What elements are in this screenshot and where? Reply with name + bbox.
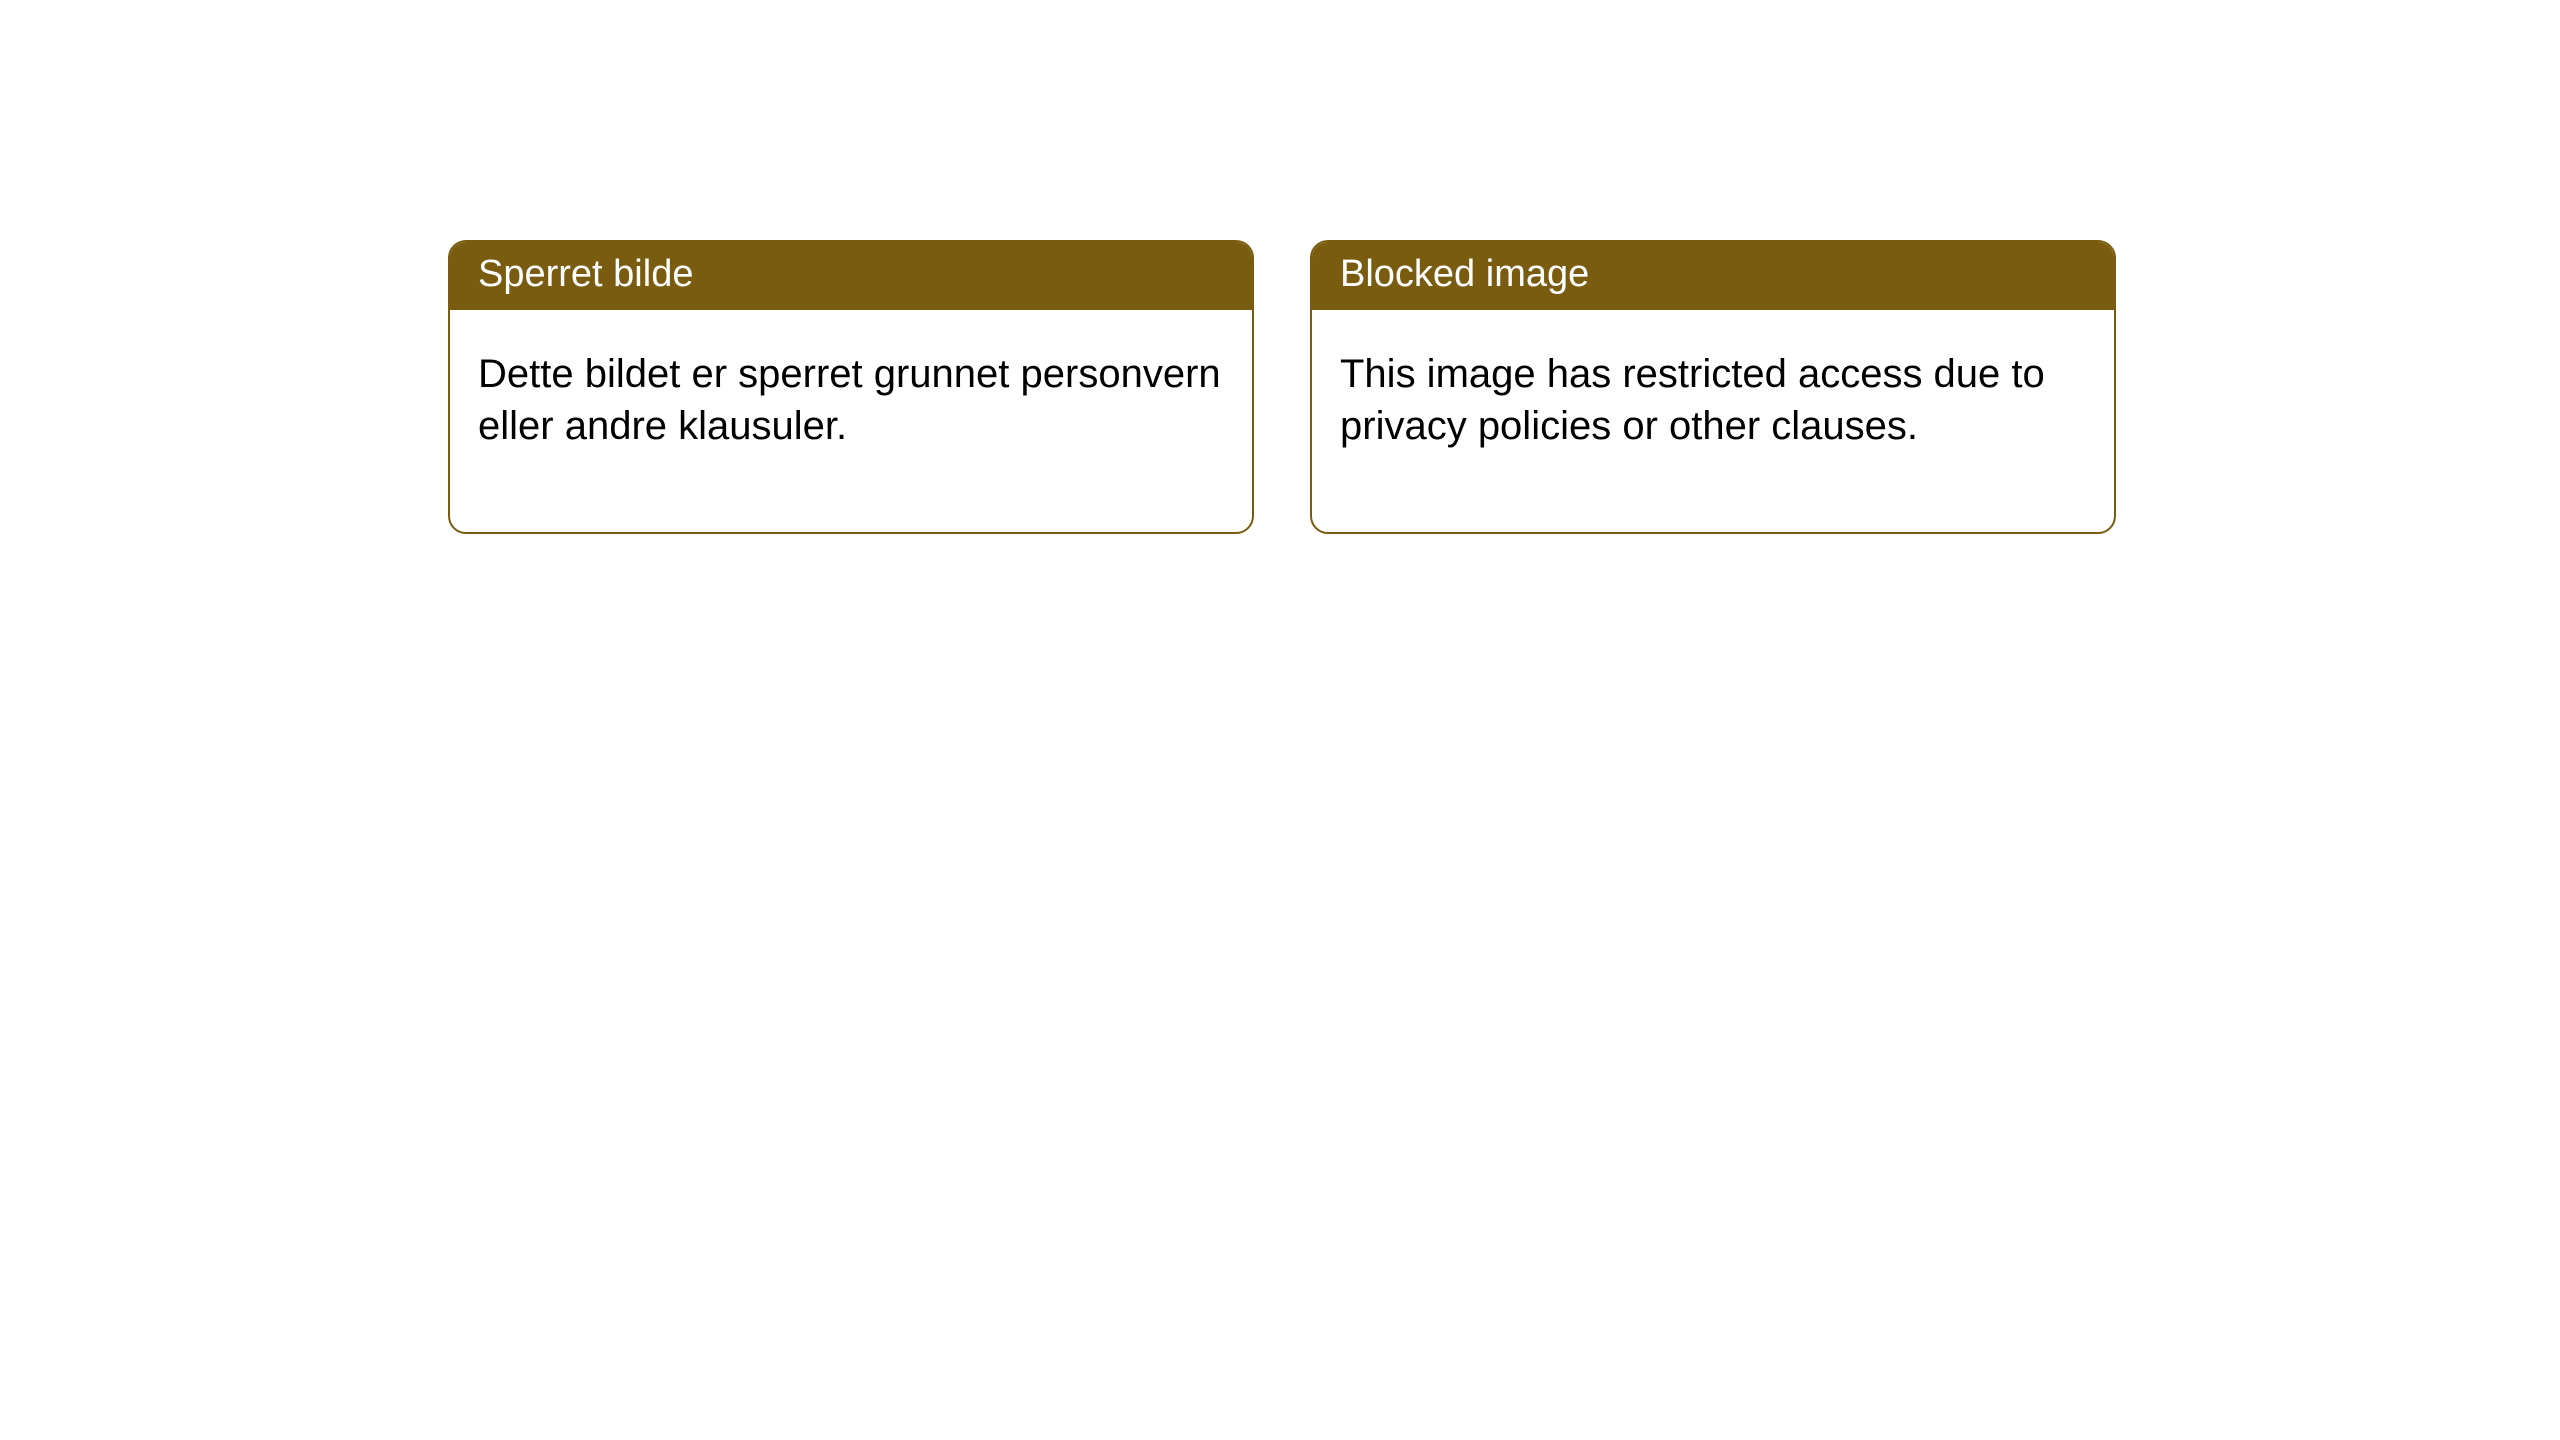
blocked-image-panel-no: Sperret bilde Dette bildet er sperret gr… <box>448 240 1254 534</box>
panel-body-no: Dette bildet er sperret grunnet personve… <box>450 310 1252 532</box>
panel-header-no: Sperret bilde <box>450 242 1252 310</box>
panel-body-en: This image has restricted access due to … <box>1312 310 2114 532</box>
blocked-image-panel-en: Blocked image This image has restricted … <box>1310 240 2116 534</box>
panel-header-en: Blocked image <box>1312 242 2114 310</box>
notice-container: Sperret bilde Dette bildet er sperret gr… <box>448 240 2116 534</box>
